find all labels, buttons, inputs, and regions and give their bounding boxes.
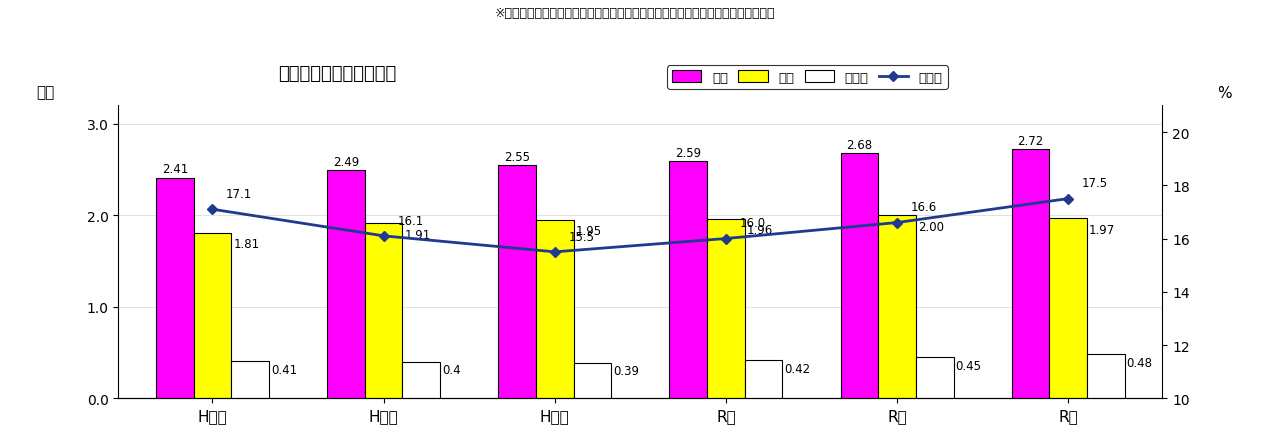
Text: 0.45: 0.45 [956,359,981,372]
Text: 0.42: 0.42 [784,362,811,375]
Text: 16.6: 16.6 [911,201,937,214]
Text: 0.41: 0.41 [270,363,297,376]
Bar [707,219,745,399]
Text: 2.41: 2.41 [161,163,188,176]
Bar [1011,150,1049,399]
Legend: 貯金, 頸金, 貸出金, 貯貨率: 貯金, 頸金, 貸出金, 貯貨率 [667,66,948,90]
Bar [364,224,402,399]
Text: 2.55: 2.55 [504,150,530,163]
Text: %: % [1218,85,1232,100]
Text: 17.1: 17.1 [226,187,253,201]
Bar [536,220,574,399]
Text: 1.81: 1.81 [233,238,259,251]
Bar [194,233,231,399]
Text: 15.5: 15.5 [569,230,594,243]
Text: 2.72: 2.72 [1018,135,1043,148]
Bar [402,362,440,399]
Text: 2.00: 2.00 [917,220,944,233]
Bar [916,357,953,399]
Text: ※　上記については、実数を使用しているため、下記グラフの値とは異なります。: ※ 上記については、実数を使用しているため、下記グラフの値とは異なります。 [494,7,775,20]
Bar [1049,219,1088,399]
Bar [878,216,916,399]
Text: 0.48: 0.48 [1127,357,1152,369]
Text: 1.91: 1.91 [405,229,430,241]
Bar [574,363,612,399]
Bar [1088,354,1124,399]
Text: 17.5: 17.5 [1082,177,1108,190]
Text: 0.39: 0.39 [613,364,640,378]
Text: 1.97: 1.97 [1089,223,1115,236]
Bar [840,154,878,399]
Text: 兆円: 兆円 [36,85,55,100]
Text: 2.49: 2.49 [332,156,359,169]
Bar [231,361,269,399]
Text: 頹貯金、貸出金等の推移: 頹貯金、貸出金等の推移 [278,65,397,83]
Bar [670,162,707,399]
Text: 16.0: 16.0 [740,217,765,230]
Text: 2.68: 2.68 [846,138,873,152]
Text: 1.96: 1.96 [746,224,773,237]
Text: 1.95: 1.95 [575,225,602,238]
Text: 0.4: 0.4 [442,364,461,377]
Text: 2.59: 2.59 [675,147,702,159]
Bar [499,166,536,399]
Bar [156,178,194,399]
Text: 16.1: 16.1 [397,214,424,227]
Bar [327,171,364,399]
Bar [745,360,783,399]
